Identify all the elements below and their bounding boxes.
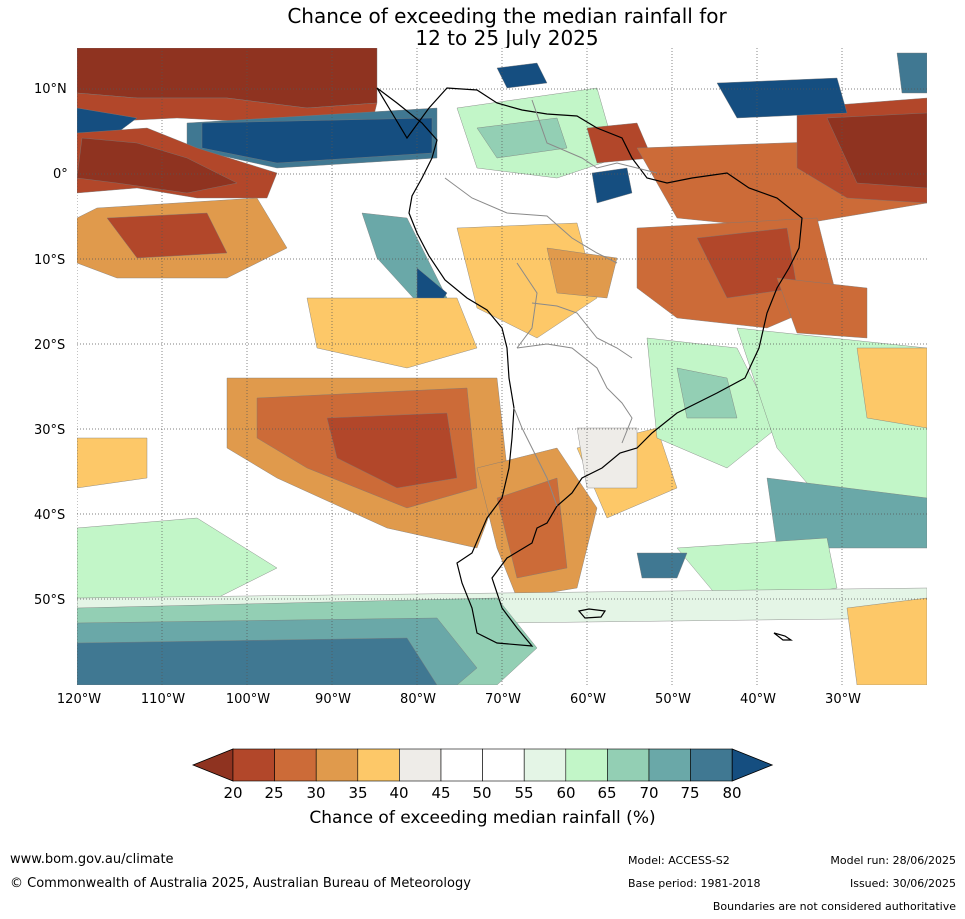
falkland-islands	[577, 608, 607, 619]
colorbar-tick: 45	[431, 784, 451, 802]
colorbar-segment	[565, 748, 608, 782]
colorbar-tick: 55	[514, 784, 534, 802]
colorbar-tick: 50	[472, 784, 492, 802]
rainfall-area-4	[201, 117, 433, 164]
model-run-date: Model run: 28/06/2025	[830, 854, 956, 867]
colorbar-tick: 75	[680, 784, 700, 802]
rainfall-area-19	[776, 277, 868, 339]
colorbar-segment	[607, 748, 650, 782]
lon-label: 30°W	[825, 692, 861, 707]
lat-label: 50°S	[34, 593, 66, 608]
map-canvas	[77, 48, 927, 685]
lon-label: 90°W	[315, 692, 351, 707]
continent-outline	[376, 87, 803, 647]
rainfall-area-37	[766, 477, 927, 549]
colorbar-tick: 35	[348, 784, 368, 802]
issued-date: Issued: 30/06/2025	[849, 877, 956, 890]
colorbar-segment	[523, 748, 567, 782]
lon-label: 80°W	[400, 692, 436, 707]
base-period: Base period: 1981-2018	[628, 877, 761, 890]
colorbar-segment	[648, 748, 691, 782]
website-link[interactable]: www.bom.gov.au/climate	[10, 852, 174, 867]
colorbar-tick: 65	[597, 784, 617, 802]
lat-label: 30°S	[34, 423, 66, 438]
rainfall-area-46	[846, 597, 927, 685]
colorbar-segment	[690, 748, 733, 782]
colorbar-segment	[482, 748, 525, 782]
rainfall-area-45	[77, 637, 438, 685]
colorbar-segment	[399, 748, 442, 782]
south-georgia	[773, 632, 793, 641]
lon-label: 40°W	[740, 692, 776, 707]
lat-label: 40°S	[34, 508, 66, 523]
colorbar-segment	[440, 748, 483, 782]
colorbar-segment	[315, 748, 359, 782]
colorbar-tick: 25	[264, 784, 284, 802]
colorbar-canvas	[191, 748, 774, 782]
colorbar-tick: 80	[722, 784, 742, 802]
rainfall-area-47	[576, 427, 638, 489]
rainfall-area-33	[77, 437, 148, 489]
rainfall-area-14	[826, 112, 927, 189]
title-line-1: Chance of exceeding the median rainfall …	[287, 4, 727, 28]
lon-label: 120°W	[56, 692, 102, 707]
lat-label: 20°S	[34, 338, 66, 353]
country-borders	[444, 99, 658, 507]
title-line-2: 12 to 25 July 2025	[415, 26, 599, 50]
lon-label: 60°W	[570, 692, 606, 707]
colorbar-tick: 70	[639, 784, 659, 802]
lat-label: 10°N	[34, 82, 67, 97]
colorbar-arrow-low	[191, 748, 234, 782]
colorbar	[191, 748, 774, 786]
rainfall-area-41	[636, 552, 688, 579]
copyright-text: © Commonwealth of Australia 2025, Austra…	[10, 876, 471, 891]
graticule	[77, 48, 927, 685]
lon-label: 110°W	[140, 692, 186, 707]
rainfall-area-38	[856, 347, 927, 429]
map-title: Chance of exceeding the median rainfall …	[0, 5, 965, 49]
rainfall-area-26	[306, 297, 478, 369]
rainfall-area-21	[106, 212, 228, 259]
lon-label: 100°W	[225, 692, 271, 707]
rainfall-shading	[77, 48, 927, 685]
rainfall-area-8	[476, 117, 568, 159]
south-america-coastline	[376, 87, 803, 647]
lon-label: 50°W	[655, 692, 691, 707]
rainfall-map	[77, 48, 927, 685]
lat-label: 0°	[53, 167, 68, 182]
rainfall-area-16	[896, 52, 927, 94]
colorbar-arrow-high	[731, 748, 774, 782]
lat-label: 10°S	[34, 253, 66, 268]
colorbar-tick: 20	[223, 784, 243, 802]
rainfall-area-10	[591, 167, 633, 204]
colorbar-segment	[357, 748, 400, 782]
colorbar-label: Chance of exceeding median rainfall (%)	[309, 808, 656, 828]
rainfall-area-15	[716, 77, 848, 119]
boundary-disclaimer: Boundaries are not considered authoritat…	[712, 900, 956, 913]
rainfall-area-29	[326, 412, 458, 489]
colorbar-tick: 60	[556, 784, 576, 802]
model-name: Model: ACCESS-S2	[628, 854, 730, 867]
rainfall-area-6	[77, 137, 238, 194]
colorbar-segment	[274, 748, 317, 782]
colorbar-tick: 40	[389, 784, 409, 802]
rainfall-area-39	[77, 517, 278, 609]
colorbar-segment	[232, 748, 275, 782]
colorbar-tick: 30	[306, 784, 326, 802]
rainfall-area-25	[546, 247, 618, 299]
rainfall-area-9	[496, 62, 548, 89]
lon-label: 70°W	[485, 692, 521, 707]
